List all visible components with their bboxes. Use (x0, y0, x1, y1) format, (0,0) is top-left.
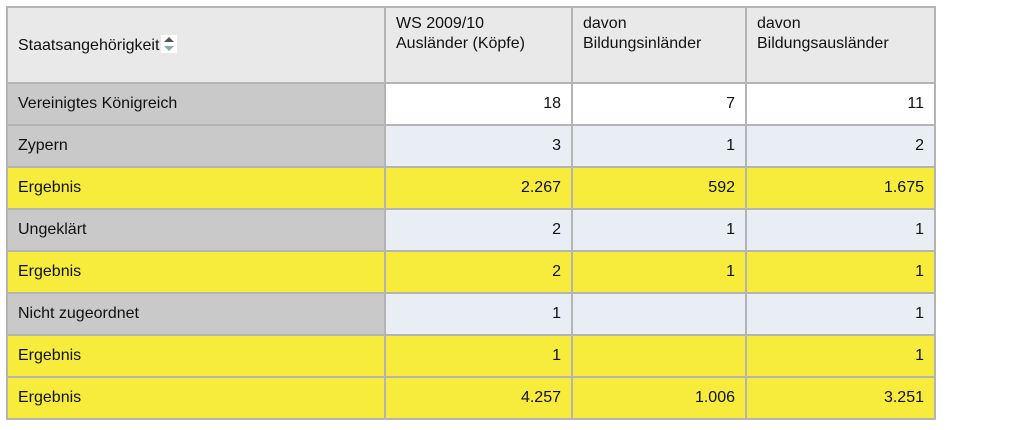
value-cell: 1 (745, 250, 936, 294)
row-label: Vereinigtes Königreich (6, 82, 386, 126)
row-label: Ergebnis (6, 166, 386, 210)
value-cell: 4.257 (384, 376, 573, 420)
value-cell: 1 (384, 334, 573, 378)
row-label: Nicht zugeordnet (6, 292, 386, 336)
sort-icon[interactable] (161, 34, 178, 53)
table-row: Nicht zugeordnet 1 1 (6, 292, 936, 336)
value-cell: 2.267 (384, 166, 573, 210)
value-cell: 1.006 (571, 376, 747, 420)
value-cell: 3 (384, 124, 573, 168)
value-cell: 1 (745, 334, 936, 378)
value-cell: 1 (571, 208, 747, 252)
header-cell[interactable]: Staatsangehörigkeit (6, 6, 386, 84)
value-cell: 1 (384, 292, 573, 336)
row-label: Ungeklärt (6, 208, 386, 252)
value-cell: 1 (571, 124, 747, 168)
row-label: Zypern (6, 124, 386, 168)
row-label: Ergebnis (6, 250, 386, 294)
value-cell: 1.675 (745, 166, 936, 210)
value-cell: 11 (745, 82, 936, 126)
header-cell: davon Bildungsausländer (745, 6, 936, 84)
header-cell: WS 2009/10 Ausländer (Köpfe) (384, 6, 573, 84)
header-cell: davon Bildungsinländer (571, 6, 747, 84)
value-cell: 18 (384, 82, 573, 126)
row-label: Ergebnis (6, 376, 386, 420)
table-row: Ungeklärt 2 1 1 (6, 208, 936, 252)
data-table: Staatsangehörigkeit WS 2009/10 Ausländer… (6, 6, 936, 420)
row-label: Ergebnis (6, 334, 386, 378)
value-cell: 592 (571, 166, 747, 210)
value-cell: 3.251 (745, 376, 936, 420)
value-cell: 1 (745, 292, 936, 336)
value-cell: 2 (745, 124, 936, 168)
table-row: Ergebnis 1 1 (6, 334, 936, 378)
value-cell (571, 334, 747, 378)
value-cell: 1 (745, 208, 936, 252)
value-cell: 7 (571, 82, 747, 126)
value-cell: 2 (384, 250, 573, 294)
header-text: Staatsangehörigkeit (18, 36, 160, 54)
value-cell (571, 292, 747, 336)
table-row: Vereinigtes Königreich 18 7 11 (6, 82, 936, 126)
value-cell: 2 (384, 208, 573, 252)
table-row: Ergebnis 2.267 592 1.675 (6, 166, 936, 210)
value-cell: 1 (571, 250, 747, 294)
header-row: Staatsangehörigkeit WS 2009/10 Ausländer… (6, 6, 936, 84)
table-row: Ergebnis 2 1 1 (6, 250, 936, 294)
table-row: Ergebnis 4.257 1.006 3.251 (6, 376, 936, 420)
table-row: Zypern 3 1 2 (6, 124, 936, 168)
